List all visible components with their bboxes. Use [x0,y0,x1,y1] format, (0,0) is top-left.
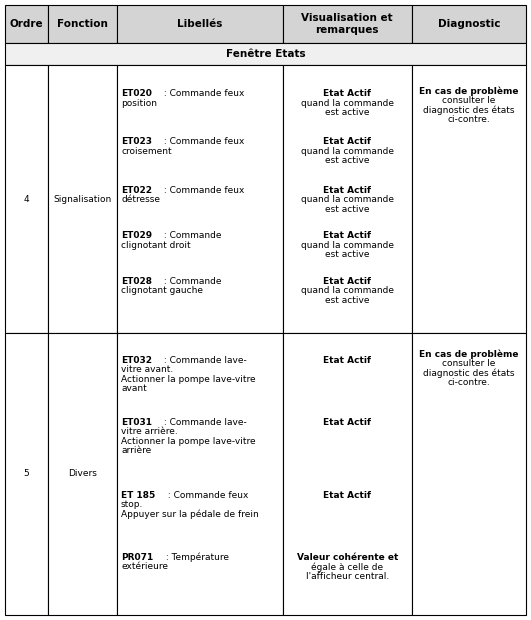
Text: Valeur cohérente et: Valeur cohérente et [297,553,398,562]
Text: consulter le: consulter le [442,96,495,105]
Text: : Commande lave-: : Commande lave- [161,418,247,427]
Text: ci-contre.: ci-contre. [448,115,490,124]
Text: En cas de problème: En cas de problème [419,350,519,360]
Text: : Commande feux: : Commande feux [161,138,244,146]
Text: Signalisation: Signalisation [54,195,112,203]
Text: : Commande: : Commande [161,277,221,286]
Bar [117,333,282,615]
Text: Actionner la pompe lave-vitre: Actionner la pompe lave-vitre [121,436,255,446]
Text: quand la commande: quand la commande [301,147,394,156]
Text: Etat Actif: Etat Actif [323,418,371,427]
Text: Etat Actif: Etat Actif [323,89,371,98]
Text: extérieure: extérieure [121,562,168,572]
Text: clignotant droit: clignotant droit [121,241,191,250]
Text: est active: est active [325,108,370,117]
Text: 5: 5 [24,469,30,479]
Text: consulter le: consulter le [442,360,495,368]
Text: ci-contre.: ci-contre. [448,378,490,388]
Text: Actionner la pompe lave-vitre: Actionner la pompe lave-vitre [121,374,255,384]
Text: : Commande feux: : Commande feux [161,89,244,98]
Text: : Commande feux: : Commande feux [165,491,249,500]
Text: Appuyer sur la pédale de frein: Appuyer sur la pédale de frein [121,510,259,520]
Text: 4: 4 [24,195,29,203]
Bar [412,65,526,333]
Bar [48,65,117,333]
Bar [282,65,412,333]
Text: : Commande lave-: : Commande lave- [161,355,247,365]
Text: En cas de problème: En cas de problème [419,86,519,96]
Text: est active: est active [325,250,370,259]
Text: PR071: PR071 [121,553,153,562]
Text: quand la commande: quand la commande [301,99,394,108]
Text: vitre arrière.: vitre arrière. [121,427,178,436]
Text: est active: est active [325,296,370,304]
Text: arrière: arrière [121,446,151,455]
Text: Etat Actif: Etat Actif [323,231,371,240]
Text: Etat Actif: Etat Actif [323,185,371,195]
Bar [282,333,412,615]
Text: : Commande: : Commande [161,231,221,240]
Text: position: position [121,99,157,108]
Text: détresse: détresse [121,195,160,204]
Text: clignotant gauche: clignotant gauche [121,286,203,295]
Text: est active: est active [325,205,370,214]
Text: est active: est active [325,156,370,166]
Text: : Température: : Température [162,553,229,562]
Text: Ordre: Ordre [10,19,44,29]
Text: diagnostic des états: diagnostic des états [423,105,515,115]
Text: ET022: ET022 [121,185,152,195]
Bar [412,5,526,43]
Text: ET029: ET029 [121,231,152,240]
Bar [412,333,526,615]
Text: Etat Actif: Etat Actif [323,138,371,146]
Bar [5,65,48,333]
Bar [282,5,412,43]
Text: Diagnostic: Diagnostic [438,19,500,29]
Text: Etat Actif: Etat Actif [323,277,371,286]
Bar [5,333,48,615]
Bar [5,5,48,43]
Text: vitre avant.: vitre avant. [121,365,173,374]
Text: Fenêtre Etats: Fenêtre Etats [226,49,305,59]
Text: ET031: ET031 [121,418,152,427]
Text: : Commande feux: : Commande feux [161,185,244,195]
Text: Etat Actif: Etat Actif [323,355,371,365]
Text: ET028: ET028 [121,277,152,286]
Bar [48,333,117,615]
Text: Fonction: Fonction [57,19,108,29]
Text: croisement: croisement [121,147,172,156]
Text: quand la commande: quand la commande [301,195,394,204]
Text: égale à celle de: égale à celle de [311,562,383,572]
Text: stop.: stop. [121,500,143,510]
Bar [117,65,282,333]
Text: diagnostic des états: diagnostic des états [423,369,515,378]
Text: ET032: ET032 [121,355,152,365]
Text: Visualisation et
remarques: Visualisation et remarques [302,13,393,35]
Bar [48,5,117,43]
Text: quand la commande: quand la commande [301,241,394,250]
Text: Libellés: Libellés [177,19,222,29]
Text: quand la commande: quand la commande [301,286,394,295]
Text: ET 185: ET 185 [121,491,155,500]
Text: l'afficheur central.: l'afficheur central. [306,572,389,581]
Bar [117,5,282,43]
Text: ET020: ET020 [121,89,152,98]
Text: avant: avant [121,384,147,393]
Text: Divers: Divers [68,469,97,479]
Text: Etat Actif: Etat Actif [323,491,371,500]
Bar [5,43,526,65]
Text: ET023: ET023 [121,138,152,146]
